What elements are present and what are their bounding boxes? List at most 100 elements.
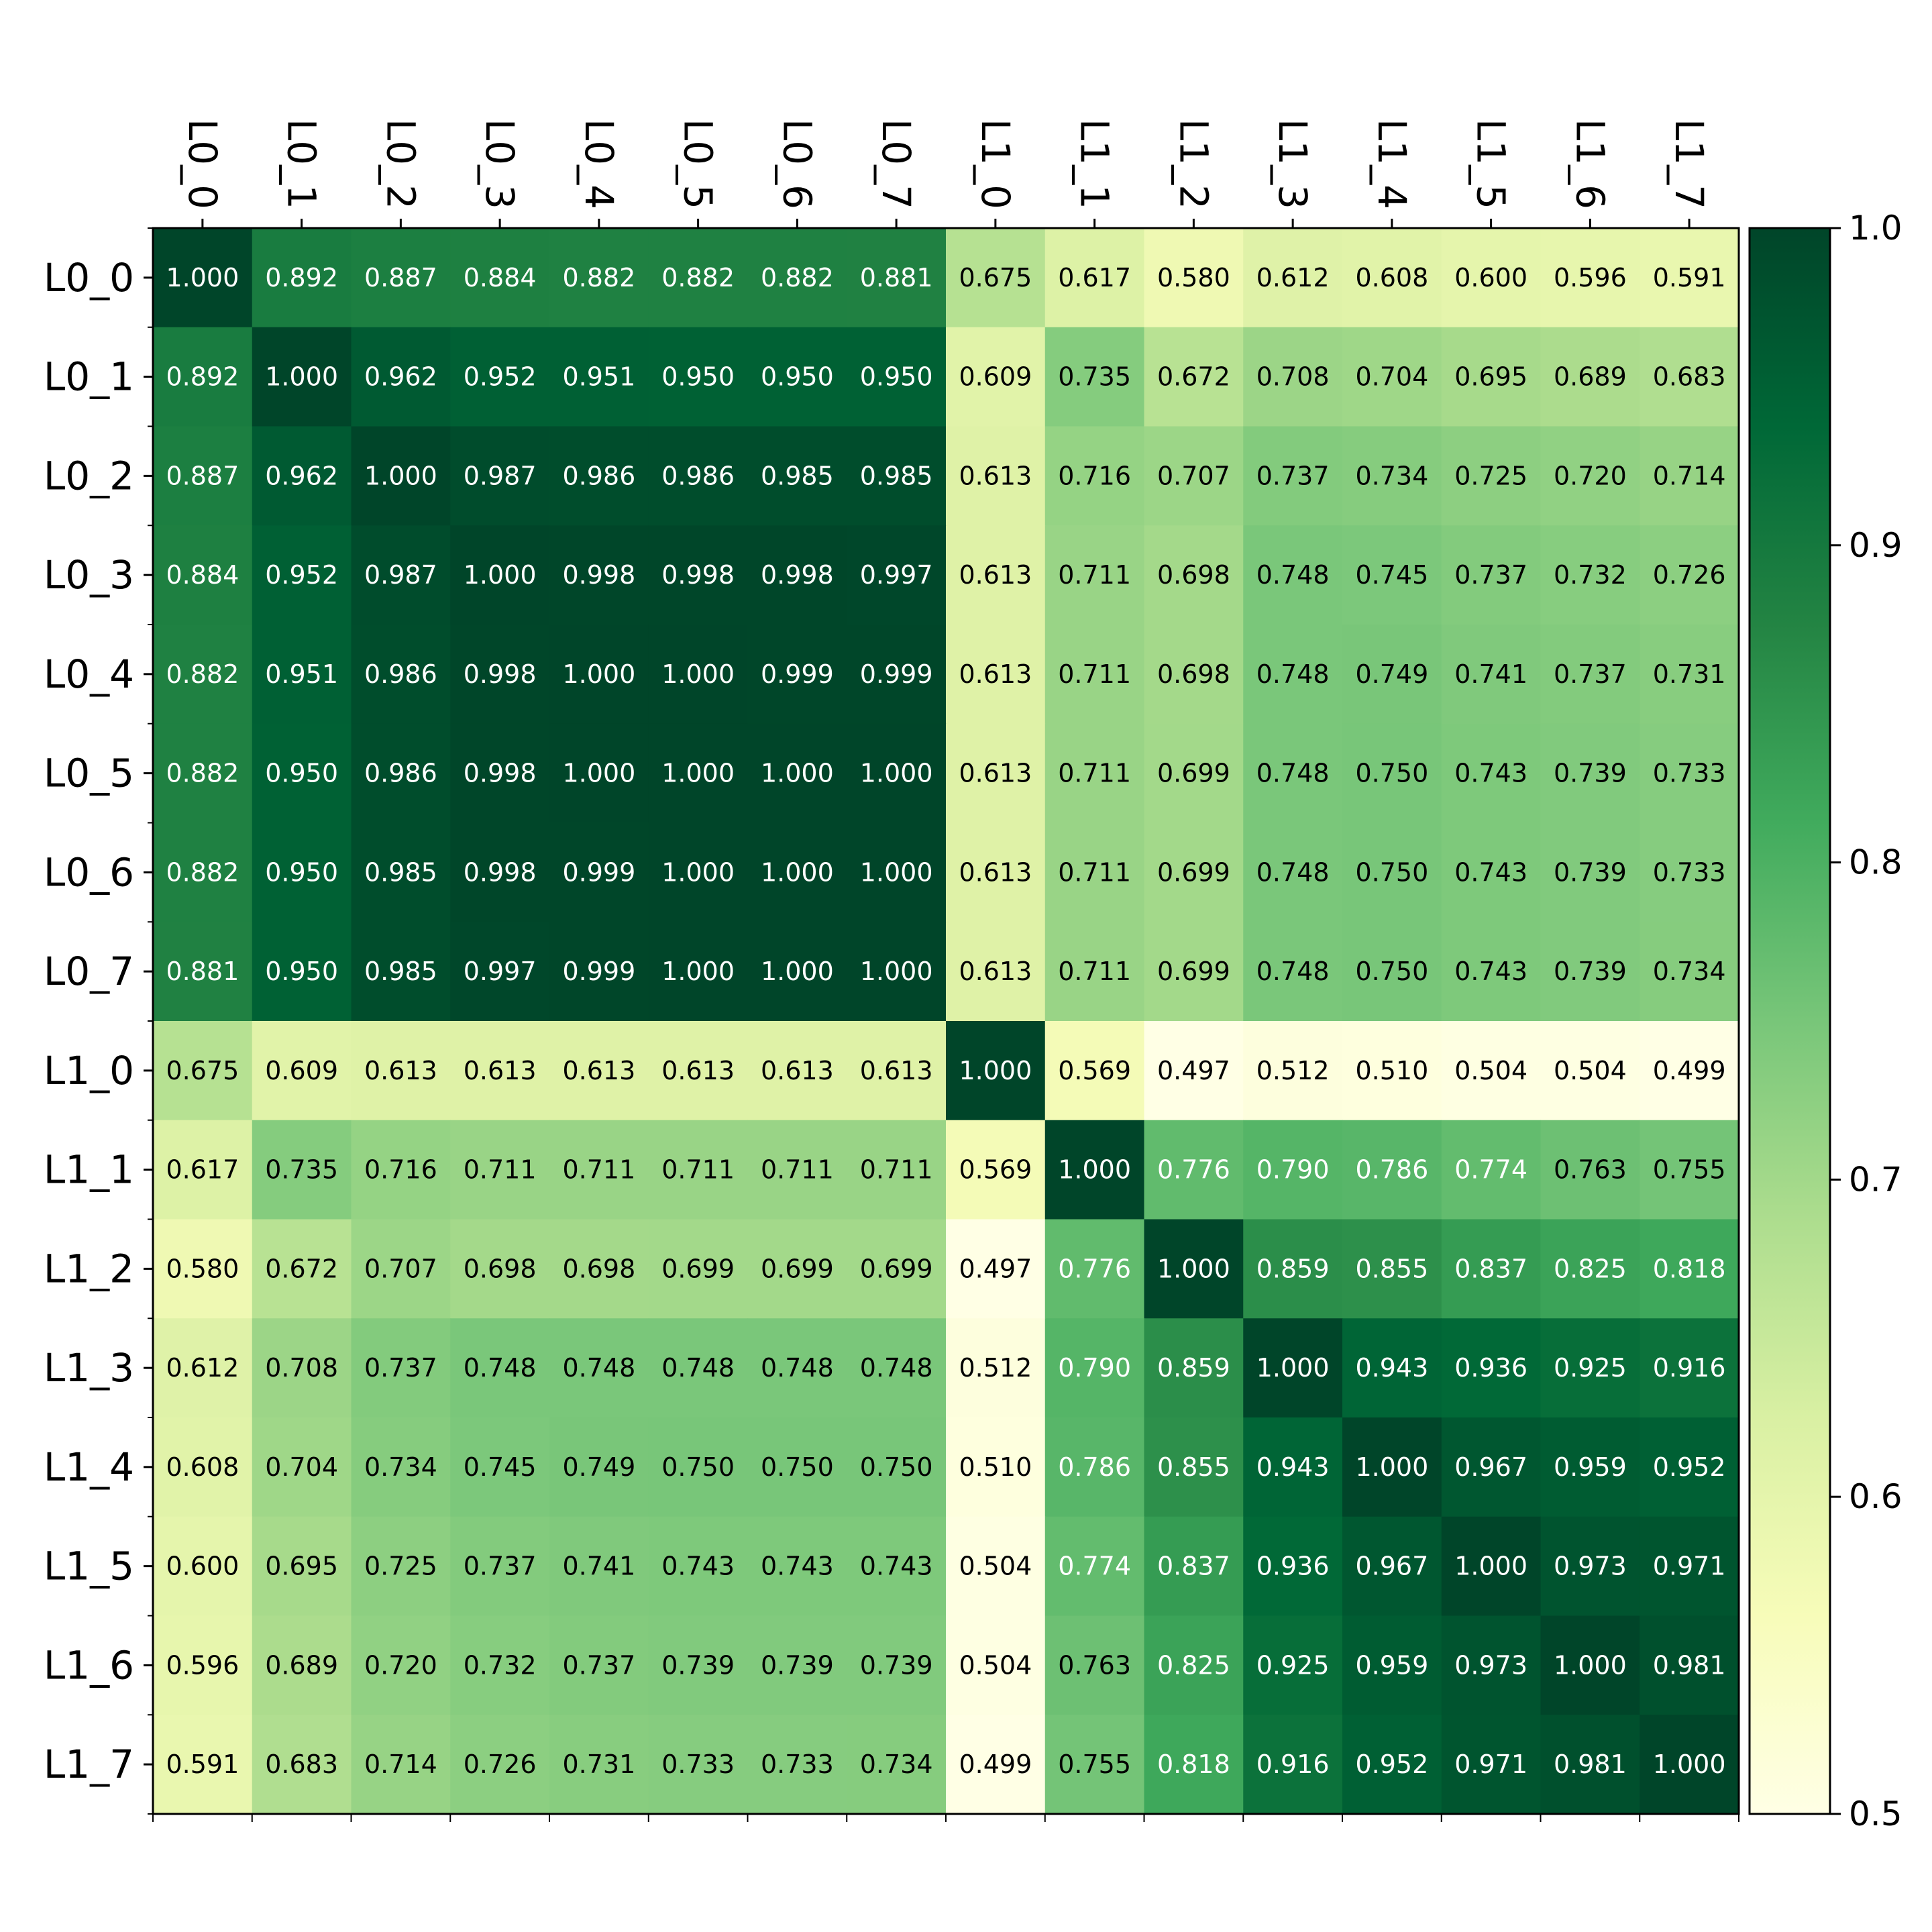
heatmap-cell xyxy=(351,625,451,724)
cell-value-label: 0.881 xyxy=(166,957,239,986)
cell-value-label: 0.825 xyxy=(1157,1650,1230,1680)
heatmap-cell xyxy=(549,1318,649,1418)
heatmap-cell xyxy=(847,525,947,625)
heatmap-cell xyxy=(648,426,749,526)
cell-value-label: 0.613 xyxy=(959,957,1032,986)
cell-value-label: 0.741 xyxy=(562,1552,635,1581)
heatmap-cell xyxy=(1640,426,1739,526)
cell-value-label: 0.950 xyxy=(661,362,735,392)
heatmap-cell xyxy=(351,228,451,328)
heatmap-cell xyxy=(549,426,649,526)
heatmap-cell xyxy=(549,822,649,922)
cell-value-label: 0.987 xyxy=(364,560,437,590)
heatmap-cell xyxy=(648,625,749,724)
heatmap-cell xyxy=(1144,1516,1244,1617)
heatmap-cell xyxy=(648,822,749,922)
heatmap-cell xyxy=(648,723,749,824)
colorbar xyxy=(1748,227,1831,1815)
cell-value-label: 0.750 xyxy=(661,1452,735,1482)
heatmap-cell xyxy=(847,1021,947,1121)
cell-value-label: 0.735 xyxy=(1058,362,1131,392)
cell-value-label: 0.998 xyxy=(761,560,834,590)
cell-value-label: 0.613 xyxy=(761,1056,834,1085)
cell-value-label: 0.613 xyxy=(860,1056,933,1085)
y-tick-label: L1_1 xyxy=(44,1147,134,1193)
heatmap-cell xyxy=(153,228,253,328)
heatmap-cell xyxy=(1540,1417,1640,1517)
cell-value-label: 0.748 xyxy=(1256,957,1330,986)
heatmap-cell xyxy=(1044,625,1145,724)
heatmap-cell xyxy=(549,525,649,625)
heatmap-cell xyxy=(153,1219,253,1319)
cell-value-label: 1.000 xyxy=(364,461,437,490)
heatmap-cell xyxy=(252,327,352,427)
heatmap-cell xyxy=(648,1417,749,1517)
heatmap-cell xyxy=(351,426,451,526)
cell-value-label: 0.986 xyxy=(562,461,635,490)
cell-value-label: 0.698 xyxy=(464,1254,537,1283)
cell-value-label: 1.000 xyxy=(166,263,239,292)
heatmap-cell xyxy=(1441,228,1542,328)
cell-value-label: 0.580 xyxy=(1157,263,1230,292)
heatmap-cell xyxy=(252,1219,352,1319)
heatmap-cell xyxy=(747,228,847,328)
cell-value-label: 0.512 xyxy=(959,1353,1032,1383)
heatmap-cell xyxy=(946,1318,1046,1418)
x-tick-label: L1_4 xyxy=(1369,119,1415,209)
heatmap-cell xyxy=(1640,1120,1739,1220)
cell-value-label: 1.000 xyxy=(860,857,933,887)
y-axis: L0_0 L0_1 L0_2 L0_3 L0_4 L0_5 L0_6 L0_7 L1_0 L1_1… xyxy=(44,227,153,1815)
cell-value-label: 0.733 xyxy=(1653,857,1726,887)
heatmap-cell xyxy=(1144,426,1244,526)
heatmap-cell xyxy=(648,1615,749,1715)
cell-value-label: 0.737 xyxy=(1554,659,1627,689)
cell-value-label: 0.711 xyxy=(1058,759,1131,788)
cell-value-label: 0.884 xyxy=(166,560,239,590)
heatmap-cell xyxy=(1640,625,1739,724)
cell-value-label: 0.743 xyxy=(860,1552,933,1581)
x-tick-label: L1_2 xyxy=(1171,119,1216,209)
cell-value-label: 0.613 xyxy=(562,1056,635,1085)
cell-value-label: 0.608 xyxy=(1355,263,1428,292)
heatmap-cell xyxy=(153,1417,253,1517)
heatmap-cell xyxy=(153,1615,253,1715)
heatmap-cell xyxy=(1342,228,1442,328)
heatmap-cell xyxy=(351,822,451,922)
cell-value-label: 0.925 xyxy=(1256,1650,1330,1680)
heatmap-cell xyxy=(1640,1715,1739,1815)
cell-value-label: 0.925 xyxy=(1554,1353,1627,1383)
heatmap-cell xyxy=(1540,1318,1640,1418)
cell-value-label: 1.000 xyxy=(959,1056,1032,1085)
heatmap-cell xyxy=(153,822,253,922)
cell-value-label: 0.790 xyxy=(1256,1155,1330,1185)
heatmap-cell xyxy=(1640,922,1739,1022)
heatmap-cell xyxy=(1342,426,1442,526)
heatmap-cell xyxy=(252,822,352,922)
cell-value-label: 0.837 xyxy=(1157,1552,1230,1581)
cell-value-label: 0.998 xyxy=(562,560,635,590)
cell-value-label: 0.617 xyxy=(1058,263,1131,292)
heatmap-cell xyxy=(549,625,649,724)
cell-value-label: 0.613 xyxy=(364,1056,437,1085)
heatmap-cell xyxy=(1540,822,1640,922)
cell-value-label: 0.733 xyxy=(761,1750,834,1779)
cell-value-label: 0.699 xyxy=(661,1254,735,1283)
heatmap-cell xyxy=(351,922,451,1022)
cell-value-label: 0.704 xyxy=(265,1452,338,1482)
colorbar-tick-label: 0.5 xyxy=(1849,1794,1902,1833)
cell-value-label: 1.000 xyxy=(562,759,635,788)
heatmap-cell xyxy=(1441,327,1542,427)
heatmap-cell xyxy=(1342,625,1442,724)
cell-value-label: 0.881 xyxy=(860,263,933,292)
cell-value-label: 1.000 xyxy=(661,957,735,986)
cell-value-label: 0.892 xyxy=(166,362,239,392)
cell-value-label: 0.708 xyxy=(1256,362,1330,392)
cell-value-label: 0.733 xyxy=(1653,759,1726,788)
cell-value-label: 0.711 xyxy=(1058,957,1131,986)
cell-value-label: 0.711 xyxy=(562,1155,635,1185)
cell-value-label: 1.000 xyxy=(265,362,338,392)
cell-value-label: 0.591 xyxy=(1653,263,1726,292)
x-tick-label: L0_7 xyxy=(873,119,919,209)
heatmap-cell xyxy=(351,1021,451,1121)
